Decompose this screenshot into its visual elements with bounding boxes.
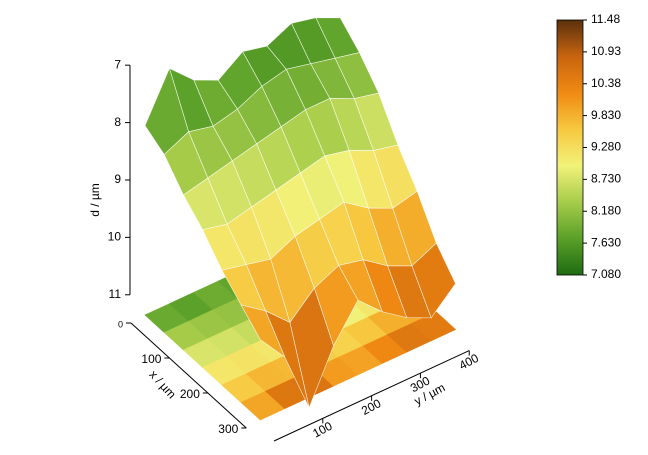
x-tick-label: 300: [218, 422, 238, 436]
colorbar-tick-label: 8.730: [591, 172, 621, 186]
x-tick-label: 0: [118, 319, 123, 329]
z-tick-label: 11: [109, 287, 122, 301]
x-tick-label: 200: [180, 387, 200, 401]
x-axis: [130, 322, 247, 429]
colorbar: [556, 19, 584, 276]
colorbar-tick-label: 7.080: [591, 267, 621, 281]
y-tick-label: 200: [359, 396, 384, 418]
surface-cell: [240, 304, 286, 358]
colorbar-tick-label: 9.830: [591, 108, 621, 122]
colorbar-tick-label: 8.180: [591, 203, 621, 217]
z-axis-label: d / µm: [88, 183, 102, 217]
colorbar-tick-label: 11.48: [591, 12, 620, 26]
z-tick-label: 9: [114, 172, 121, 186]
colorbar-tick-label: 7.630: [591, 235, 621, 249]
y-tick-label: 100: [310, 419, 335, 441]
x-axis-label: x / µm: [146, 368, 178, 402]
z-tick-label: 8: [114, 115, 121, 129]
x-tick-label: 100: [141, 352, 161, 366]
colorbar-tick-label: 10.38: [591, 76, 621, 90]
colorbar-tick-label: 10.93: [591, 44, 621, 58]
colorbar-tick-label: 9.280: [591, 140, 621, 154]
z-tick-label: 7: [114, 57, 121, 71]
z-tick-label: 10: [108, 230, 122, 244]
y-tick-label: 400: [457, 351, 482, 373]
